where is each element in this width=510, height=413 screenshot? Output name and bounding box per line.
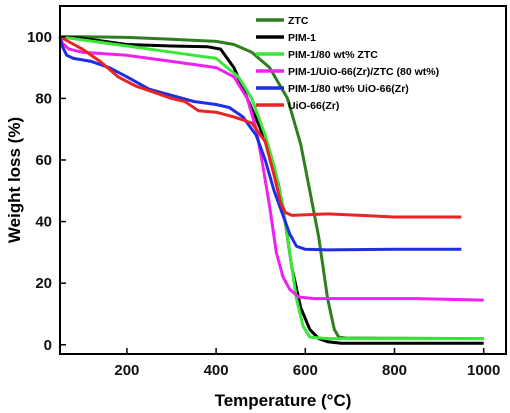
x-axis-title: Temperature (°C): [215, 391, 352, 410]
y-tick-label-0: 0: [44, 337, 52, 354]
series-line-4: [58, 36, 462, 252]
series-line-5: [59, 35, 462, 219]
x-tick-label-2: 600: [293, 362, 318, 379]
x-tick-label-1: 400: [204, 362, 229, 379]
x-tick-label-0: 200: [114, 362, 139, 379]
plot-frame: [59, 5, 507, 355]
x-tick-label-4: 1000: [467, 362, 500, 379]
legend: ZTC PIM-1 PIM-1/80 wt% ZTC PIM-1/UiO-66(Zr)…: [256, 15, 439, 112]
legend-label-5: UiO-66(Zr): [288, 100, 339, 112]
y-tick-label-5: 100: [27, 29, 52, 46]
y-tick-label-2: 40: [35, 214, 52, 231]
ticks-layer: 200 400 600 800 1000 0 20 40 60 80 100: [27, 29, 500, 379]
y-tick-label-3: 60: [35, 152, 52, 169]
series-line-2: [59, 35, 484, 341]
legend-label-2: PIM-1/80 wt% ZTC: [288, 49, 378, 61]
x-tick-label-3: 800: [382, 362, 407, 379]
legend-label-1: PIM-1: [288, 32, 316, 44]
legend-label-0: ZTC: [288, 15, 309, 27]
y-axis-title: Weight loss (%): [5, 117, 24, 243]
legend-label-3: PIM-1/UiO-66(Zr)/ZTC (80 wt%): [288, 66, 439, 78]
y-tick-label-4: 80: [35, 90, 52, 107]
y-tick-label-1: 20: [35, 275, 52, 292]
series-layer: [58, 35, 484, 345]
legend-label-4: PIM-1/80 wt% UiO-66(Zr): [288, 83, 409, 95]
